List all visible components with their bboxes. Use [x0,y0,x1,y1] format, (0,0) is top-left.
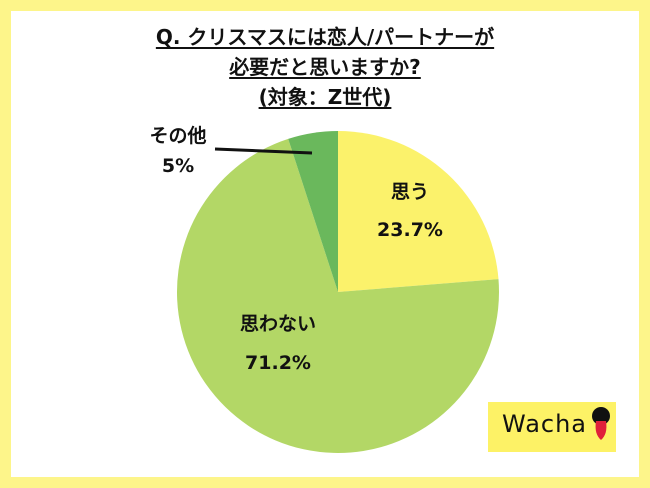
pie-slice-omou [338,131,499,292]
pie-slice-sonota [288,131,338,292]
slice-value-sonota: 5% [162,155,194,177]
logo-mark-icon [592,407,610,440]
slice-value-omowanai: 71.2% [245,352,311,374]
slice-label-omou: 思う [391,181,429,203]
title-line-2: 必要だと思いますか? [229,55,421,79]
wacha-logo: Wacha [488,402,616,452]
title-line-1: Q. クリスマスには恋人/パートナーが [155,25,495,49]
chart-title: Q. クリスマスには恋人/パートナーが 必要だと思いますか? (対象：Z世代) [0,22,650,112]
slice-value-omou: 23.7% [377,219,443,241]
title-line-3: (対象：Z世代) [258,85,392,109]
slice-label-sonota: その他 [149,124,206,147]
slice-label-omowanai: 思わない [240,313,316,335]
leader-line-sonota [214,147,313,155]
pie-slice-omowanai [176,138,499,453]
logo-text: Wacha [502,410,588,438]
